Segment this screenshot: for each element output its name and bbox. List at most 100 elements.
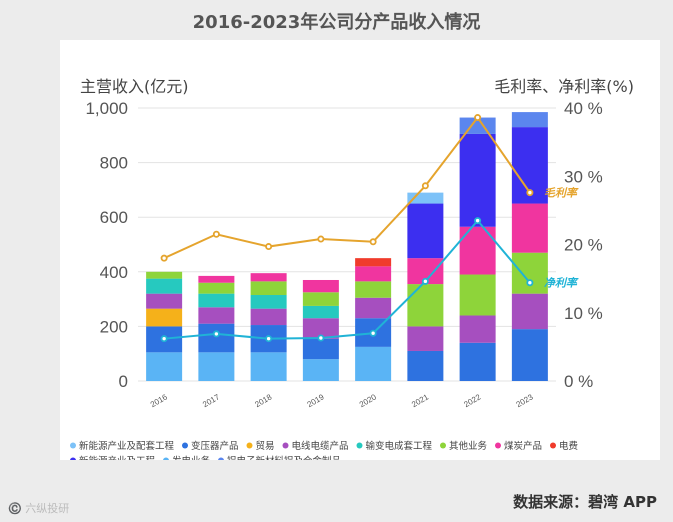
legend-label: 电线电缆产品 bbox=[292, 440, 349, 452]
legend-marker bbox=[70, 457, 76, 460]
series-annotation: 净利率 bbox=[544, 277, 579, 290]
bar-segment bbox=[459, 315, 496, 343]
chart-title: 2016-2023年公司分产品收入情况 bbox=[192, 12, 481, 33]
legend-marker bbox=[163, 457, 169, 460]
line-net-margin bbox=[164, 219, 531, 340]
bar-segment bbox=[198, 282, 235, 294]
right-axis-tick: 10 % bbox=[564, 304, 603, 323]
bar-segment bbox=[198, 275, 235, 283]
right-axis-tick: 30 % bbox=[564, 167, 603, 186]
bar-segment bbox=[250, 281, 287, 296]
series-annotation: 毛利率 bbox=[544, 187, 579, 200]
legend-label: 铝电子新材料铝及合金制品 bbox=[227, 455, 341, 460]
bar-segment bbox=[355, 281, 392, 298]
bar-segment bbox=[511, 329, 548, 381]
left-axis-tick: 200 bbox=[100, 317, 128, 336]
line-point bbox=[421, 182, 429, 190]
legend-marker bbox=[495, 442, 501, 449]
line-point bbox=[526, 189, 534, 197]
bar-segment bbox=[198, 352, 235, 381]
line-point bbox=[421, 277, 429, 285]
x-axis-tick: 2022 bbox=[462, 392, 482, 409]
line-point bbox=[369, 329, 377, 337]
bar-segment bbox=[355, 297, 392, 319]
bar-segment bbox=[302, 318, 339, 339]
bar-segment bbox=[146, 308, 183, 327]
legend-marker bbox=[246, 442, 253, 449]
line-point bbox=[526, 279, 534, 287]
bar-segment bbox=[302, 338, 339, 360]
line-point bbox=[317, 235, 325, 243]
bar-segment bbox=[302, 292, 339, 306]
bar-segment bbox=[198, 323, 235, 353]
line-point bbox=[317, 334, 325, 342]
x-axis-tick: 2019 bbox=[306, 392, 326, 409]
revenue-chart: 主营收入(亿元) 毛利率、净利率(%) 0 200 400 600 800 1,000 0 % 1… bbox=[70, 77, 634, 460]
left-axis-tick: 1,000 bbox=[85, 99, 128, 118]
legend-marker bbox=[282, 442, 289, 449]
x-axis-tick: 2016 bbox=[149, 392, 169, 409]
line-point bbox=[369, 238, 377, 246]
bar-segment bbox=[250, 273, 287, 282]
bar-segment bbox=[459, 133, 496, 227]
legend-label: 煤炭产品 bbox=[504, 440, 542, 452]
legend-label: 输变电成套工程 bbox=[366, 440, 433, 452]
legend-label: 其他业务 bbox=[449, 440, 488, 452]
right-axis-title: 毛利率、净利率(%) bbox=[494, 77, 634, 96]
left-axis-tick: 400 bbox=[100, 263, 128, 282]
line-point bbox=[265, 243, 273, 251]
bar-segment bbox=[407, 350, 444, 381]
bar-segment bbox=[407, 203, 444, 259]
line-point bbox=[265, 335, 273, 343]
line-gross-margin bbox=[163, 115, 531, 260]
line-point bbox=[212, 230, 220, 238]
bar-segment bbox=[146, 293, 183, 309]
chart-panel: 主营收入(亿元) 毛利率、净利率(%) 0 200 400 600 800 1,000 0 % 1… bbox=[60, 40, 660, 460]
legend-marker bbox=[356, 442, 363, 449]
bar-segment bbox=[146, 278, 183, 294]
bar-segment bbox=[198, 293, 235, 308]
x-axis-tick: 2023 bbox=[515, 392, 535, 409]
right-axis-tick: 0 % bbox=[564, 372, 593, 391]
bar-segment bbox=[355, 266, 392, 282]
legend-label: 新能源产业及配套工程 bbox=[79, 440, 175, 452]
left-axis-tick: 800 bbox=[100, 154, 128, 173]
right-axis-tick: 20 % bbox=[564, 236, 603, 255]
data-source: 数据来源：碧湾 APP bbox=[513, 493, 657, 511]
bar-segment bbox=[459, 342, 496, 381]
bar-segment bbox=[250, 352, 287, 381]
bar-segment bbox=[250, 308, 287, 326]
left-axis-title: 主营收入(亿元) bbox=[80, 77, 189, 96]
x-axis-tick: 2017 bbox=[201, 392, 221, 409]
legend-marker bbox=[70, 442, 76, 449]
watermark: ©️ 六纵投研 bbox=[8, 502, 70, 515]
bar-segment bbox=[302, 305, 339, 319]
legend-marker bbox=[550, 442, 556, 449]
line-point bbox=[160, 335, 168, 343]
bar-segment bbox=[355, 346, 392, 381]
right-axis-tick: 40 % bbox=[564, 99, 603, 118]
x-axis-tick: 2021 bbox=[410, 392, 430, 409]
bar-segment bbox=[511, 252, 548, 294]
left-axis-tick: 0 bbox=[119, 372, 128, 391]
bar-segment bbox=[407, 192, 444, 204]
bar-segment bbox=[302, 359, 339, 381]
bar-segment bbox=[407, 284, 444, 327]
bar-segment bbox=[511, 203, 548, 253]
x-axis-tick: 2020 bbox=[358, 392, 378, 409]
x-axis-tick: 2018 bbox=[253, 392, 273, 409]
line-point bbox=[212, 330, 220, 338]
bar-segment bbox=[355, 258, 392, 267]
legend-label: 贸易 bbox=[256, 440, 275, 452]
legend-label: 变压器产品 bbox=[191, 440, 239, 452]
bar-segment bbox=[198, 307, 235, 324]
legend-label: 电费 bbox=[559, 440, 578, 452]
line-point bbox=[160, 254, 168, 262]
legend-marker bbox=[440, 442, 446, 449]
left-axis-tick: 600 bbox=[100, 208, 128, 227]
bar-segment bbox=[146, 352, 183, 381]
line-point bbox=[474, 114, 482, 122]
bar-segment bbox=[302, 279, 339, 293]
bar-segment bbox=[459, 274, 496, 316]
legend-marker bbox=[218, 457, 224, 460]
